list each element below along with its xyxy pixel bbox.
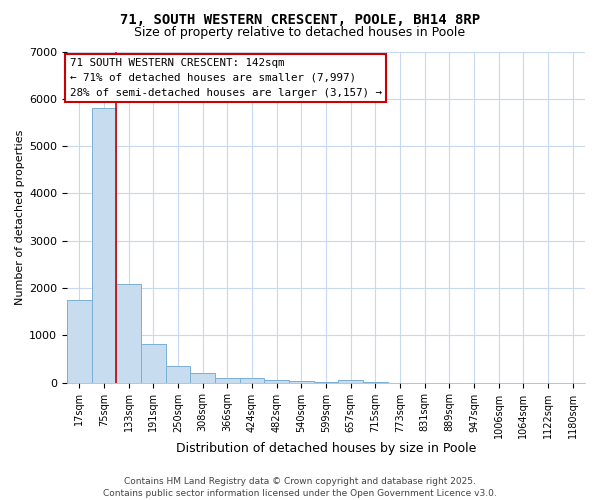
Bar bbox=[239, 378, 265, 382]
Bar bbox=[338, 380, 363, 382]
Text: 71 SOUTH WESTERN CRESCENT: 142sqm
← 71% of detached houses are smaller (7,997)
2: 71 SOUTH WESTERN CRESCENT: 142sqm ← 71% … bbox=[70, 58, 382, 98]
Text: 71, SOUTH WESTERN CRESCENT, POOLE, BH14 8RP: 71, SOUTH WESTERN CRESCENT, POOLE, BH14 … bbox=[120, 12, 480, 26]
Text: Contains HM Land Registry data © Crown copyright and database right 2025.
Contai: Contains HM Land Registry data © Crown c… bbox=[103, 476, 497, 498]
X-axis label: Distribution of detached houses by size in Poole: Distribution of detached houses by size … bbox=[176, 442, 476, 455]
Bar bbox=[67, 300, 92, 382]
Bar bbox=[289, 381, 314, 382]
Bar bbox=[92, 108, 116, 382]
Bar bbox=[166, 366, 190, 382]
Text: Size of property relative to detached houses in Poole: Size of property relative to detached ho… bbox=[134, 26, 466, 39]
Y-axis label: Number of detached properties: Number of detached properties bbox=[15, 130, 25, 304]
Bar bbox=[190, 372, 215, 382]
Bar bbox=[215, 378, 239, 382]
Title: 71, SOUTH WESTERN CRESCENT, POOLE, BH14 8RP
Size of property relative to detache: 71, SOUTH WESTERN CRESCENT, POOLE, BH14 … bbox=[0, 499, 1, 500]
Bar bbox=[141, 344, 166, 383]
Bar bbox=[265, 380, 289, 382]
Bar bbox=[116, 284, 141, 382]
